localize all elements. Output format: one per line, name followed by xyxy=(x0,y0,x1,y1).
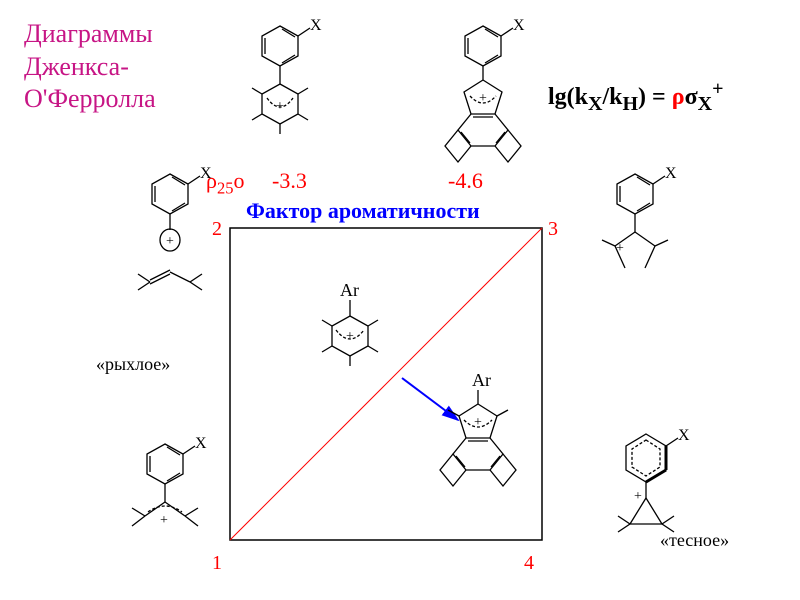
struct-top-left: X + xyxy=(240,18,340,168)
x-label: X xyxy=(310,18,322,34)
x-label-5: X xyxy=(665,165,677,182)
plus-2: + xyxy=(479,91,487,106)
corner-4: 4 xyxy=(524,552,534,575)
x-label-6: X xyxy=(678,427,690,444)
plus-3: + xyxy=(166,234,174,249)
x-label-2: X xyxy=(513,18,525,34)
plus-5: + xyxy=(616,241,624,256)
struct-top-right: X + xyxy=(428,18,548,168)
plus-7: + xyxy=(346,329,354,344)
struct-left-upper: X + xyxy=(120,160,230,340)
plus-8: + xyxy=(474,415,482,430)
struct-bottom-left: X + xyxy=(110,430,230,580)
struct-right-upper: X + xyxy=(580,160,710,330)
x-label-3: X xyxy=(200,165,212,182)
struct-bottom-right: X + xyxy=(586,420,726,580)
loose-label: «рыхлое» xyxy=(96,354,170,375)
plus-1: + xyxy=(276,99,284,114)
struct-inner-left: Ar + xyxy=(302,280,412,400)
ar-label-2: Ar xyxy=(472,372,491,390)
plus-4: + xyxy=(160,513,168,528)
x-label-4: X xyxy=(195,435,207,452)
plus-6: + xyxy=(634,489,642,504)
ar-label-1: Ar xyxy=(340,280,359,300)
corner-3: 3 xyxy=(548,218,558,241)
struct-inner-right: Ar + xyxy=(420,372,550,522)
